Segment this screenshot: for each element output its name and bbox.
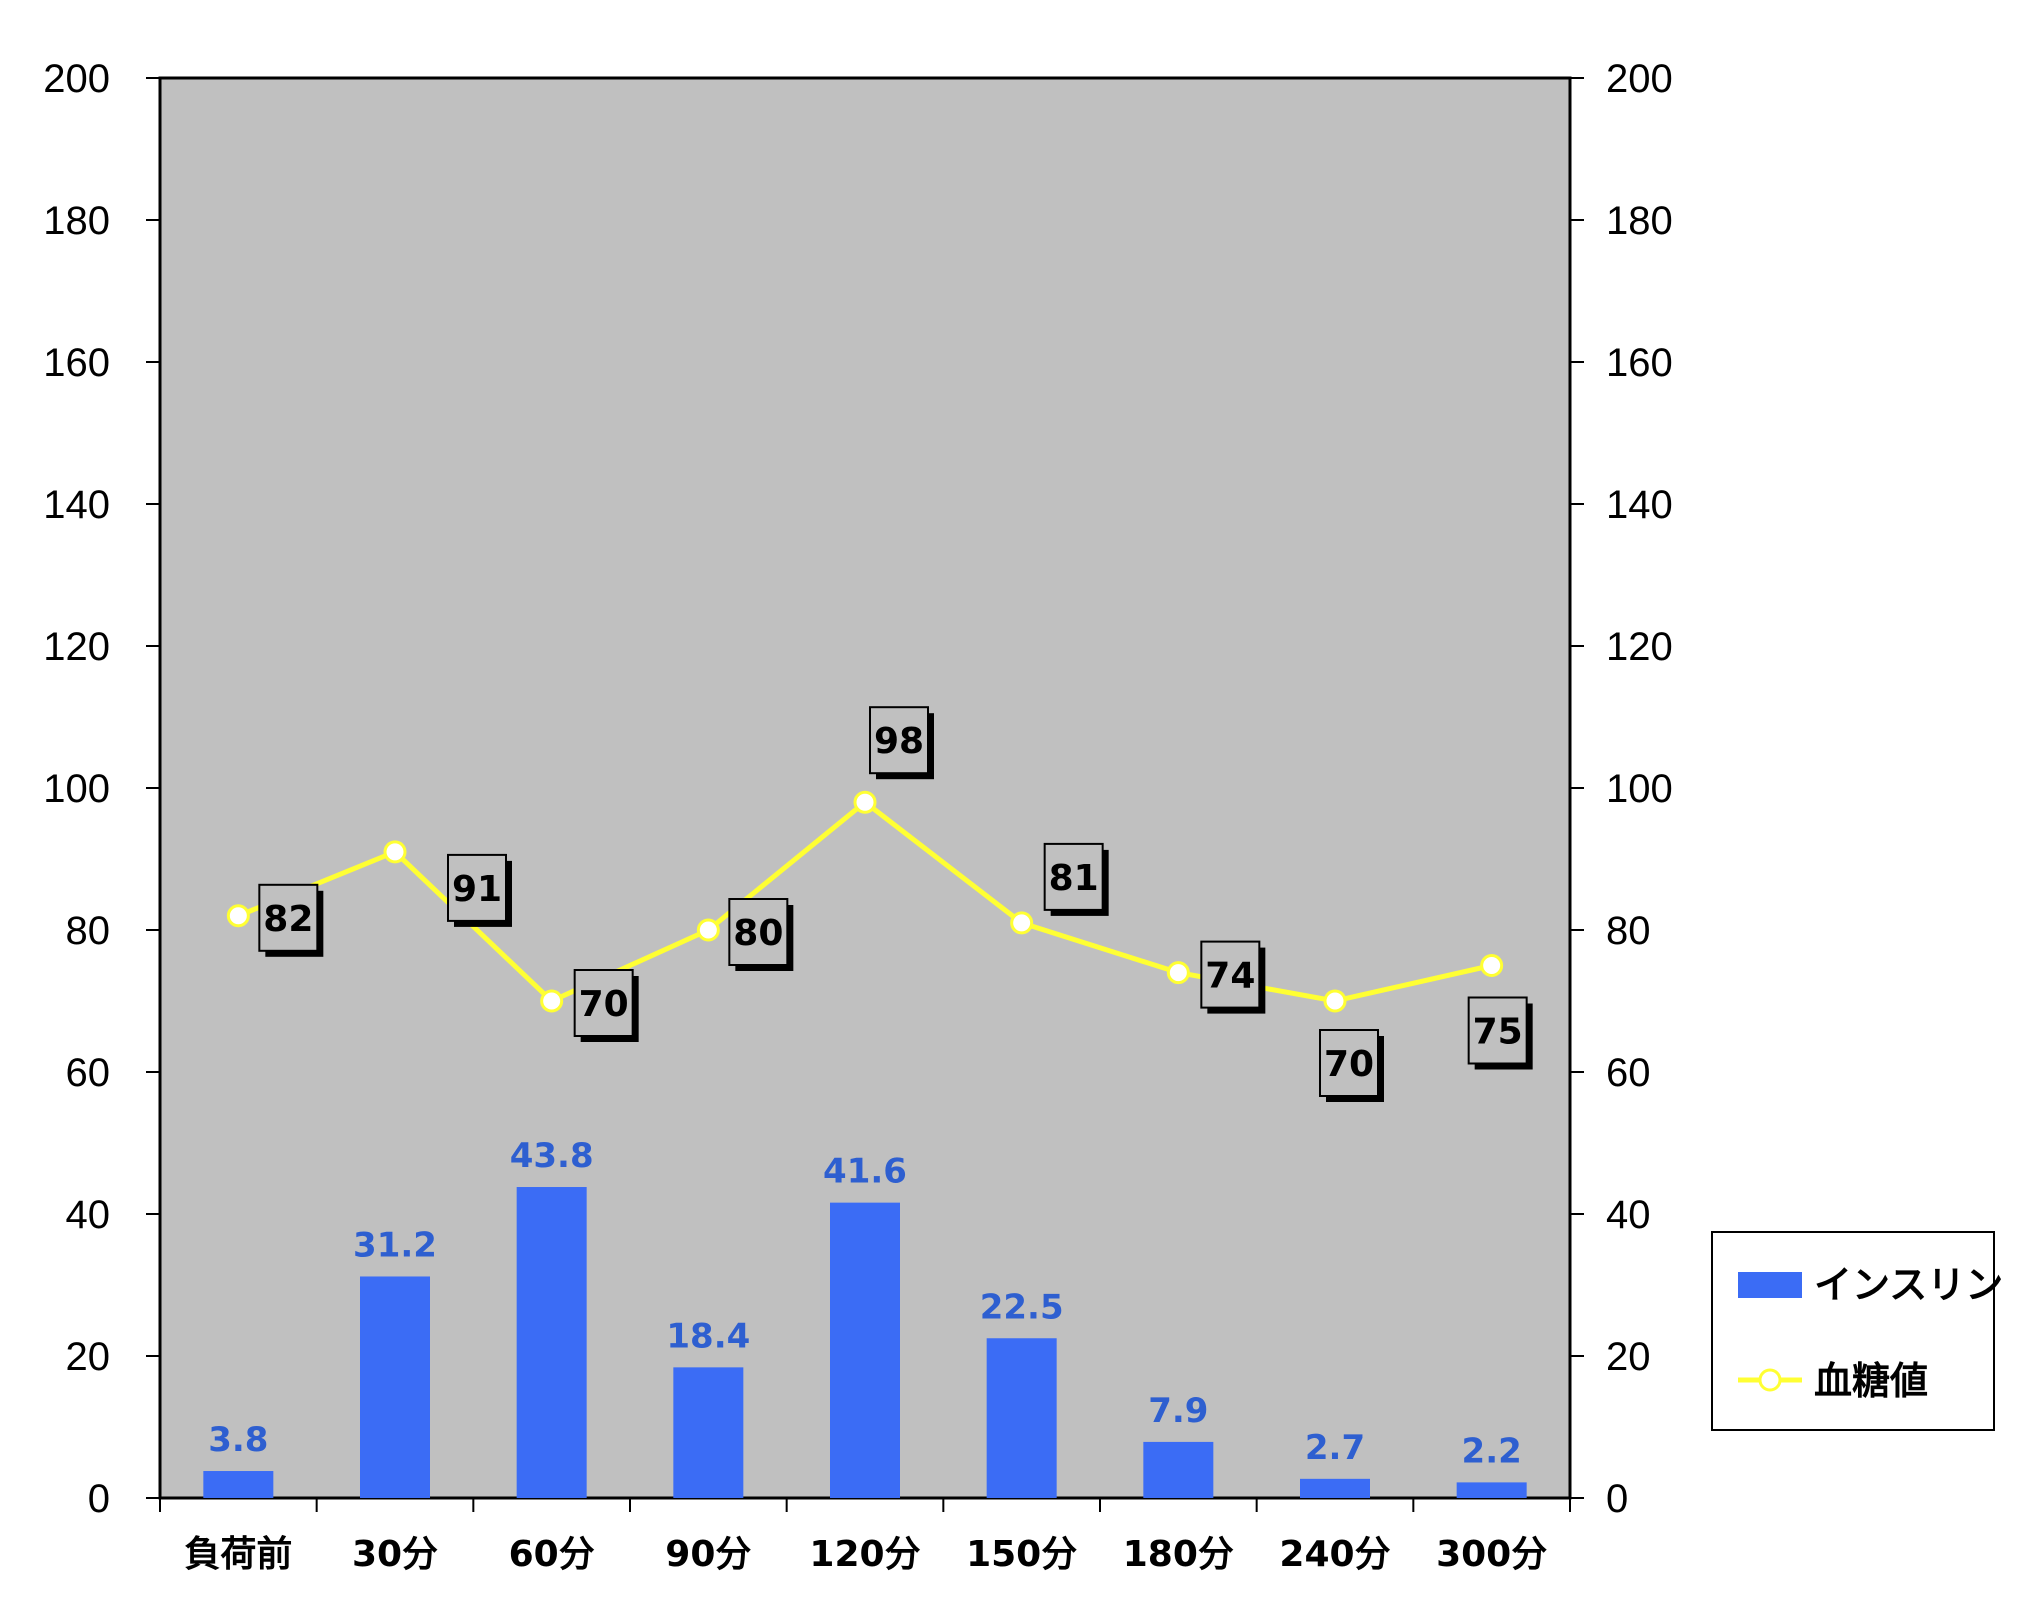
bar [1143,1441,1214,1498]
y-tick-label-right: 40 [1606,1193,1651,1237]
label-text: 98 [874,721,924,762]
y-tick-label-right: 180 [1606,199,1673,243]
y-tick-label-left: 40 [66,1193,111,1237]
y-tick-label-left: 100 [43,767,110,811]
label-box [1200,940,1261,1009]
insulin-bar-labels: 3.8 31.2 43.8 18.4 41.6 22.5 7.9 2.7 2.2 [208,1136,1522,1471]
bar [1300,1478,1370,1498]
bar-data-label: 22.5 [980,1287,1064,1327]
glucose-data-label: 91 [447,853,512,927]
bar [516,1187,587,1498]
y-tick-label-left: 20 [66,1335,111,1379]
glucose-point [1480,954,1504,977]
bar [673,1367,744,1498]
x-tick-label: 240分 [1279,1534,1390,1575]
x-tick-label: 30分 [352,1534,438,1575]
legend-label-insulin: インスリン [1814,1263,2003,1307]
glucose-point [540,989,564,1013]
bar-data-label: 3.8 [208,1420,268,1460]
label-text: 75 [1473,1012,1523,1053]
glucose-point [226,904,250,928]
x-tick-label: 90分 [665,1534,751,1575]
y-tick-label-right: 120 [1606,625,1673,669]
label-text: 80 [733,913,783,954]
glucose-data-label: 81 [1043,842,1109,916]
glucose-point [383,840,407,864]
glucose-line-labels: 82 91 70 80 98 81 74 70 75 [258,706,1533,1102]
glucose-data-label: 80 [728,898,794,971]
y-tick-label-left: 140 [43,483,110,527]
label-text: 70 [579,984,629,1025]
y-tick-label-left: 60 [66,1051,111,1095]
label-box [1467,996,1528,1065]
x-tick-label: 負荷前 [184,1534,292,1575]
label-box [1043,842,1104,911]
glucose-data-label: 75 [1467,996,1533,1070]
y-tick-label-right: 160 [1606,341,1673,385]
glucose-data-label: 70 [1319,1029,1384,1102]
x-tick-label: 300分 [1436,1534,1547,1575]
legend-swatch-insulin [1738,1272,1802,1298]
legend-box [1711,1231,1995,1431]
label-box [728,898,789,966]
x-tick-label: 60分 [509,1534,595,1575]
label-box [869,706,929,775]
glucose-point [696,918,720,942]
glucose-data-label: 98 [869,706,934,780]
glucose-point [1166,961,1190,985]
y-tick-label-left: 160 [43,341,110,385]
label-text: 74 [1205,956,1255,997]
legend-label-glucose: 血糖値 [1814,1359,1928,1403]
y-tick-label-left: 200 [43,57,110,101]
y-tick-label-right: 100 [1606,767,1673,811]
bar-data-label: 31.2 [353,1225,437,1265]
glucose-data-label: 82 [258,883,324,957]
bar [1456,1482,1527,1498]
y-tick-label-left: 80 [66,909,111,953]
bar [360,1276,430,1498]
bar [986,1338,1057,1498]
y-tick-label-right: 80 [1606,909,1651,953]
y-axis-left: 0 20 40 60 80 100 120 140 160 180 200 [43,57,160,1521]
x-axis: 負荷前 30分 60分 90分 120分 150分 180分 240分 300分 [159,1498,1571,1575]
y-tick-label-right: 60 [1606,1051,1651,1095]
legend-swatch-glucose-marker [1758,1368,1782,1392]
bar-data-label: 43.8 [510,1136,594,1176]
x-tick-label: 180分 [1123,1534,1234,1575]
label-text: 70 [1324,1044,1374,1085]
bar-data-label: 41.6 [823,1152,907,1192]
y-tick-label-left: 180 [43,199,110,243]
label-box [447,853,507,922]
y-axis-right: 0 20 40 60 80 100 120 140 160 180 200 [1570,57,1673,1521]
bar-data-label: 7.9 [1148,1391,1208,1431]
insulin-bars [203,1187,1527,1498]
legend: インスリン 血糖値 [1711,1231,2003,1431]
label-text: 91 [452,869,502,910]
bar [830,1202,900,1498]
label-text: 82 [263,899,313,940]
bar-data-label: 2.7 [1305,1428,1365,1468]
y-tick-label-left: 0 [88,1477,110,1521]
label-box [1319,1029,1379,1097]
label-box [573,969,634,1037]
glucose-point [853,790,877,814]
glucose-point [1010,911,1034,935]
bar-data-label: 2.2 [1462,1431,1522,1471]
bar-data-label: 18.4 [666,1316,750,1356]
x-tick-label: 150分 [966,1534,1077,1575]
y-tick-label-left: 120 [43,625,110,669]
glucose-data-label: 74 [1200,940,1266,1014]
y-tick-label-right: 20 [1606,1335,1651,1379]
bar [203,1471,274,1498]
label-text: 81 [1049,858,1099,899]
glucose-data-label: 70 [573,969,639,1042]
x-tick-label: 120分 [809,1534,920,1575]
label-box [258,883,319,952]
glucose-point [1323,989,1347,1013]
y-tick-label-right: 140 [1606,483,1673,527]
y-tick-label-right: 0 [1606,1477,1628,1521]
y-tick-label-right: 200 [1606,57,1673,101]
